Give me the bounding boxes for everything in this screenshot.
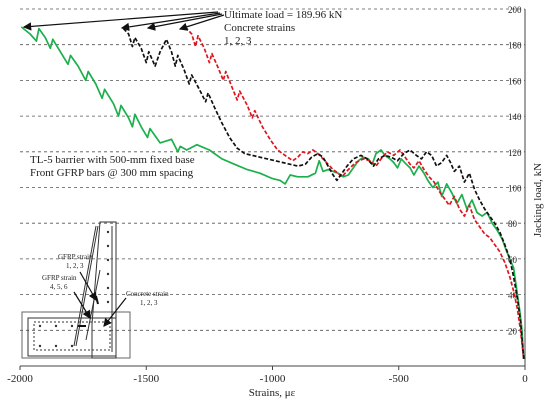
gridlines: [20, 8, 525, 331]
y-tick-label: 40: [508, 291, 518, 301]
x-tick-label: 0: [522, 373, 528, 385]
series-line-2: [184, 26, 525, 359]
x-tick-label: -500: [389, 373, 410, 385]
axes: [19, 9, 526, 370]
front-bar-a: [73, 225, 97, 347]
y-tick-label: 100: [508, 184, 522, 194]
y-tick-label: 140: [508, 112, 522, 122]
arrow-gfrp-b: [73, 291, 91, 320]
inset-frame: [21, 311, 131, 359]
inset-dots: [38, 230, 110, 348]
arrow-ultimate-load: [22, 11, 219, 31]
x-tick-label: -1500: [133, 373, 159, 385]
series-group: [20, 26, 525, 359]
arrow-strain-b: [146, 13, 223, 31]
annotation-concrete-strains-ids: 1, 2, 3: [224, 35, 252, 47]
slab-bars: [33, 321, 111, 351]
y-axis-title: Jacking load, kN: [532, 163, 544, 237]
x-axis-title: Strains, με: [249, 387, 296, 399]
x-tick-label: -1000: [260, 373, 286, 385]
y-tick-label: 20: [508, 326, 518, 336]
series-line-3: [122, 28, 525, 359]
y-tick-label: 180: [508, 41, 522, 51]
x-tick-label: -2000: [7, 373, 33, 385]
y-tick-label: 200: [508, 5, 522, 15]
annotation-concrete-strain: Concrete strain: [126, 290, 169, 298]
y-tick-label: 160: [508, 76, 522, 86]
annotation-barrier-desc: TL-5 barrier with 500-mm fixed base: [30, 154, 195, 166]
annotation-gfrp-strain-a-ids: 1, 2, 3: [66, 262, 84, 270]
y-tick-label: 80: [508, 219, 518, 229]
arrow-concrete: [103, 297, 127, 327]
front-bar-c: [85, 269, 101, 341]
barrier-outline: [91, 221, 117, 359]
annotation-gfrp-strain-b-ids: 4, 5, 6: [50, 283, 68, 291]
annotation-arrows: [22, 11, 225, 327]
annotation-concrete-strain-ids: 1, 2, 3: [140, 299, 158, 307]
arrow-strain-c: [178, 14, 225, 31]
annotation-bars-desc: Front GFRP bars @ 300 mm spacing: [30, 167, 194, 179]
arrow-gfrp-a: [79, 271, 97, 302]
y-tick-label: 120: [508, 148, 522, 158]
annotation-concrete-strains: Concrete strains: [224, 22, 295, 34]
annotation-ultimate-load: Ultimate load = 189.96 kN: [224, 9, 342, 21]
y-tick-label: 60: [508, 255, 518, 265]
annotation-gfrp-strain-b: GFRP strain: [42, 274, 77, 282]
annotation-gfrp-strain-a: GFRP strain: [58, 253, 93, 261]
arrow-strain-a: [120, 12, 221, 32]
tick-labels: -2000 -1500 -1000 -500 0 20 40 60 80 100 120 140 160…: [7, 5, 528, 385]
